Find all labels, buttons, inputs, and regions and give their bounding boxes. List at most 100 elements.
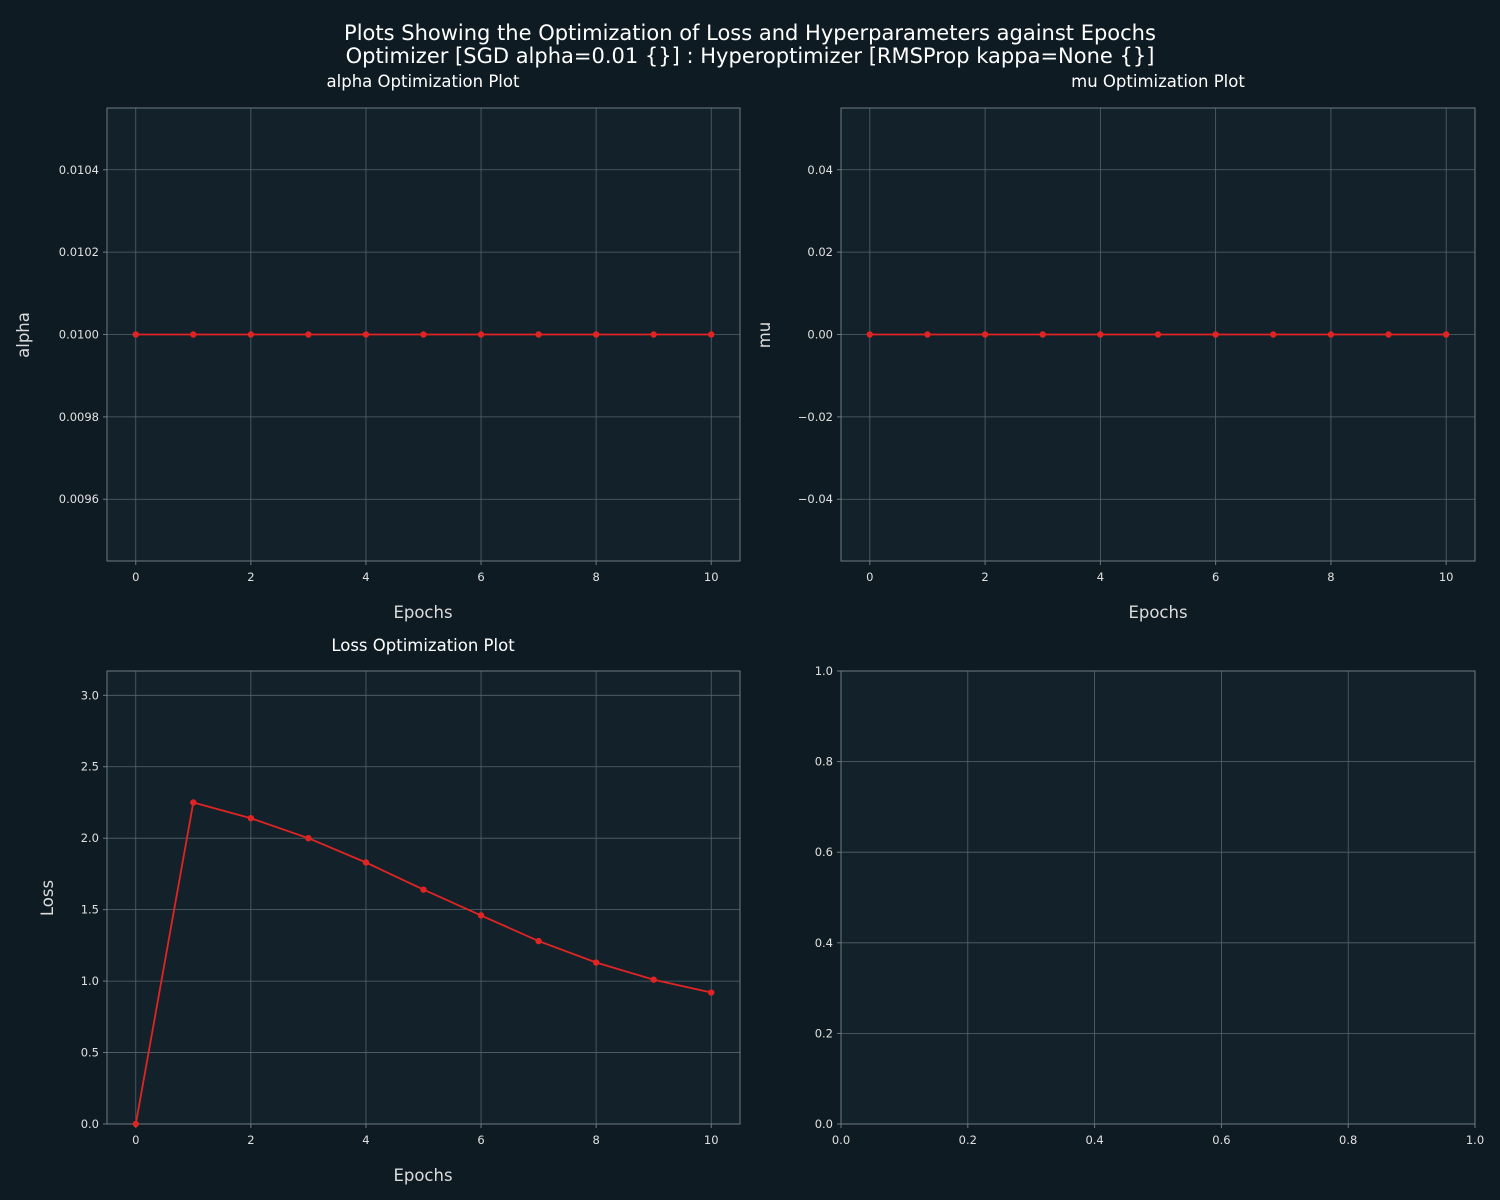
data-point [362, 859, 370, 866]
data-point [477, 912, 485, 919]
alpha-plot-xlabel: Epochs [393, 603, 452, 622]
empty-plot-spines [840, 670, 1476, 1125]
y-tick-label: 0.0 [815, 1117, 833, 1131]
x-tick-label: 6 [1212, 570, 1219, 584]
x-tick-label: 8 [1327, 570, 1334, 584]
data-point [592, 331, 600, 338]
y-tick-label: 0.04 [807, 163, 833, 177]
data-point [247, 814, 255, 822]
y-tick-label: 0.0104 [59, 163, 99, 177]
empty-plot-frame: 0.0 0.2 0.4 0.6 0.8 1.0 0.0 0.2 0.4 0.6 0.8 1.0 [815, 664, 1484, 1147]
data-point [1212, 331, 1219, 338]
x-tick-label: 8 [592, 1133, 599, 1147]
data-point [708, 331, 715, 338]
y-tick-label: 0.5 [81, 1046, 99, 1060]
data-point [535, 937, 542, 945]
data-point [1327, 331, 1335, 338]
x-tick-label: 0.8 [1339, 1133, 1357, 1147]
mu-plot: 0 2 4 6 8 10 −0.04 −0.02 0.00 0.02 0.04 mu Optimiz… [755, 72, 1476, 622]
data-point [305, 331, 312, 338]
data-point [132, 331, 139, 338]
figure-title: Plots Showing the Optimization of Loss a… [344, 21, 1156, 45]
x-tick-label: 4 [1097, 570, 1104, 584]
alpha-plot-frame: 0 2 4 6 8 10 0.0096 0.0098 0.0100 0.0102 0.0104 [59, 107, 741, 584]
alpha-plot-spines [106, 107, 741, 562]
y-tick-label: 0.02 [807, 245, 833, 259]
x-tick-label: 0.4 [1085, 1133, 1103, 1147]
x-tick-label: 2 [981, 570, 988, 584]
y-tick-label: 0.6 [815, 845, 833, 859]
y-tick-label: 0.4 [815, 936, 833, 950]
x-tick-label: 0.0 [832, 1133, 850, 1147]
x-tick-label: 10 [704, 570, 719, 584]
alpha-plot: 0 2 4 6 8 10 0.0096 0.0098 0.0100 0.0102 0.0104 al… [14, 72, 741, 622]
y-tick-label: −0.02 [798, 410, 833, 424]
figure-subtitle: Optimizer [SGD alpha=0.01 {}] : Hyperopt… [346, 44, 1155, 68]
mu-plot-spines [840, 107, 1476, 562]
x-tick-label: 8 [592, 570, 599, 584]
y-tick-label: 0.0102 [59, 245, 99, 259]
x-tick-label: 4 [362, 1133, 369, 1147]
data-point [708, 989, 715, 996]
y-tick-label: 0.0098 [59, 410, 99, 424]
y-tick-label: 3.0 [81, 688, 99, 702]
empty-plot: 0.0 0.2 0.4 0.6 0.8 1.0 0.0 0.2 0.4 0.6 0.8 1.0 [815, 664, 1484, 1147]
data-point [1039, 331, 1046, 338]
y-tick-label: 1.5 [81, 903, 99, 917]
y-tick-label: 0.0100 [59, 328, 99, 342]
mu-plot-xlabel: Epochs [1128, 603, 1187, 622]
data-point [420, 886, 427, 893]
data-point [1442, 331, 1450, 338]
loss-plot: 0 2 4 6 8 10 0.0 0.5 1.0 1.5 2.0 2.5 3.0 Loss Optimi… [38, 636, 741, 1185]
empty-plot-background [841, 671, 1475, 1124]
data-point [190, 331, 197, 338]
loss-plot-spines [106, 670, 741, 1125]
data-point [362, 331, 370, 338]
x-tick-label: 10 [1439, 570, 1454, 584]
x-tick-label: 6 [477, 570, 484, 584]
x-tick-label: 2 [247, 1133, 254, 1147]
x-tick-label: 4 [362, 570, 369, 584]
y-tick-label: 0.00 [807, 328, 833, 342]
data-point [1385, 331, 1392, 338]
loss-plot-background [107, 671, 740, 1124]
data-point [981, 331, 989, 338]
data-point [1270, 331, 1277, 338]
y-tick-label: 0.0 [81, 1117, 99, 1131]
y-tick-label: −0.04 [798, 492, 833, 506]
data-point [924, 331, 931, 338]
y-tick-label: 2.0 [81, 831, 99, 845]
x-tick-label: 0.6 [1212, 1133, 1230, 1147]
alpha-plot-ylabel: alpha [14, 312, 33, 358]
data-point [650, 976, 657, 983]
data-point [535, 331, 542, 338]
loss-plot-ylabel: Loss [38, 880, 57, 916]
x-tick-label: 0 [132, 570, 139, 584]
data-point [592, 959, 600, 966]
y-tick-label: 1.0 [815, 664, 833, 678]
loss-plot-frame: 0 2 4 6 8 10 0.0 0.5 1.0 1.5 2.0 2.5 3.0 [81, 670, 741, 1147]
y-tick-label: 0.0096 [59, 492, 99, 506]
x-tick-label: 2 [247, 570, 254, 584]
data-point [420, 331, 427, 338]
mu-plot-frame: 0 2 4 6 8 10 −0.04 −0.02 0.00 0.02 0.04 [798, 107, 1476, 584]
loss-plot-title: Loss Optimization Plot [331, 636, 515, 655]
loss-plot-xlabel: Epochs [393, 1166, 452, 1185]
x-tick-label: 0 [132, 1133, 139, 1147]
data-point [650, 331, 657, 338]
data-point [477, 331, 485, 338]
y-tick-label: 0.2 [815, 1026, 833, 1040]
data-point [247, 331, 255, 338]
x-tick-label: 6 [477, 1133, 484, 1147]
y-tick-label: 1.0 [81, 974, 99, 988]
data-point [1154, 331, 1162, 338]
data-point [305, 834, 312, 842]
alpha-plot-title: alpha Optimization Plot [327, 72, 520, 91]
data-point [190, 799, 197, 806]
x-tick-label: 0 [866, 570, 873, 584]
mu-plot-ylabel: mu [755, 322, 774, 349]
data-point [1097, 331, 1104, 338]
data-point [132, 1120, 139, 1128]
mu-plot-title: mu Optimization Plot [1071, 72, 1245, 91]
